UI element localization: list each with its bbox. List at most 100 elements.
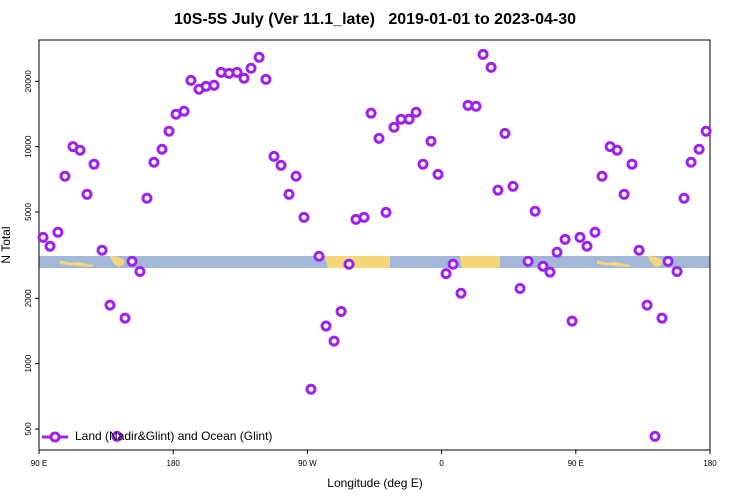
y-tick-label: 20000 [24, 70, 33, 93]
point [328, 335, 340, 347]
point [380, 206, 392, 218]
point [111, 430, 123, 442]
point [455, 287, 467, 299]
y-axis-label: N Total [0, 226, 13, 263]
point [74, 144, 86, 156]
plot-frame [38, 39, 711, 451]
point [178, 105, 190, 117]
point [537, 260, 549, 272]
point [417, 158, 429, 170]
point [81, 188, 93, 200]
y-tick-label: 10000 [24, 135, 33, 158]
y-tick-label: 1000 [24, 354, 33, 372]
point [358, 211, 370, 223]
point [290, 170, 302, 182]
point [268, 150, 280, 162]
point [700, 125, 712, 137]
land [325, 256, 390, 268]
point [678, 192, 690, 204]
point [59, 170, 71, 182]
y-tick-label: 2000 [24, 289, 33, 307]
land [648, 256, 663, 267]
point [185, 74, 197, 86]
y-tick-label: 500 [24, 422, 33, 436]
point [485, 61, 497, 73]
point [410, 106, 422, 118]
point [559, 233, 571, 245]
point [425, 135, 437, 147]
point [52, 226, 64, 238]
point [671, 265, 683, 277]
point [581, 240, 593, 252]
point [373, 132, 385, 144]
y-tick-label: 5000 [24, 203, 33, 221]
point [343, 258, 355, 270]
land [110, 256, 125, 267]
point [148, 156, 160, 168]
point [388, 121, 400, 133]
point [693, 143, 705, 155]
point [305, 383, 317, 395]
x-tick-label: 90 W [298, 459, 317, 468]
point [365, 107, 377, 119]
point [134, 265, 146, 277]
point [320, 320, 332, 332]
point [253, 51, 265, 63]
point [551, 246, 563, 258]
point [141, 192, 153, 204]
point [119, 312, 131, 324]
x-tick-label: 180 [167, 459, 181, 468]
point [611, 144, 623, 156]
land [597, 260, 632, 267]
point [566, 315, 578, 327]
x-tick-label: 180 [703, 459, 717, 468]
point [514, 282, 526, 294]
chart-title: 10S-5S July (Ver 11.1_late) 2019-01-01 t… [174, 11, 576, 28]
land-shapes [60, 256, 663, 268]
point [633, 244, 645, 256]
point [88, 158, 100, 170]
point [44, 240, 56, 252]
point [522, 255, 534, 267]
point [245, 62, 257, 74]
legend-marker [49, 431, 61, 443]
point [283, 188, 295, 200]
point [470, 100, 482, 112]
point [260, 73, 272, 85]
point [641, 299, 653, 311]
point [447, 258, 459, 270]
point [589, 226, 601, 238]
point [231, 66, 243, 78]
point [163, 125, 175, 137]
point [662, 255, 674, 267]
point [208, 79, 220, 91]
point [96, 244, 108, 256]
land [460, 256, 500, 268]
point [37, 231, 49, 243]
point [649, 430, 661, 442]
point [507, 180, 519, 192]
legend-label: Land (Nadir&Glint) and Ocean (Glint) [75, 429, 272, 443]
point [499, 127, 511, 139]
point [335, 305, 347, 317]
point [529, 205, 541, 217]
point [104, 299, 116, 311]
point [432, 168, 444, 180]
point [656, 312, 668, 324]
x-axis-label: Longitude (deg E) [327, 476, 422, 490]
point [618, 188, 630, 200]
point [492, 184, 504, 196]
x-tick-label: 90 E [568, 459, 584, 468]
point [477, 48, 489, 60]
point [403, 113, 415, 125]
x-tick-label: 0 [439, 459, 444, 468]
point [626, 158, 638, 170]
point [313, 250, 325, 262]
point [685, 156, 697, 168]
point [596, 170, 608, 182]
point [574, 231, 586, 243]
point [156, 143, 168, 155]
point [275, 159, 287, 171]
land [60, 260, 95, 267]
